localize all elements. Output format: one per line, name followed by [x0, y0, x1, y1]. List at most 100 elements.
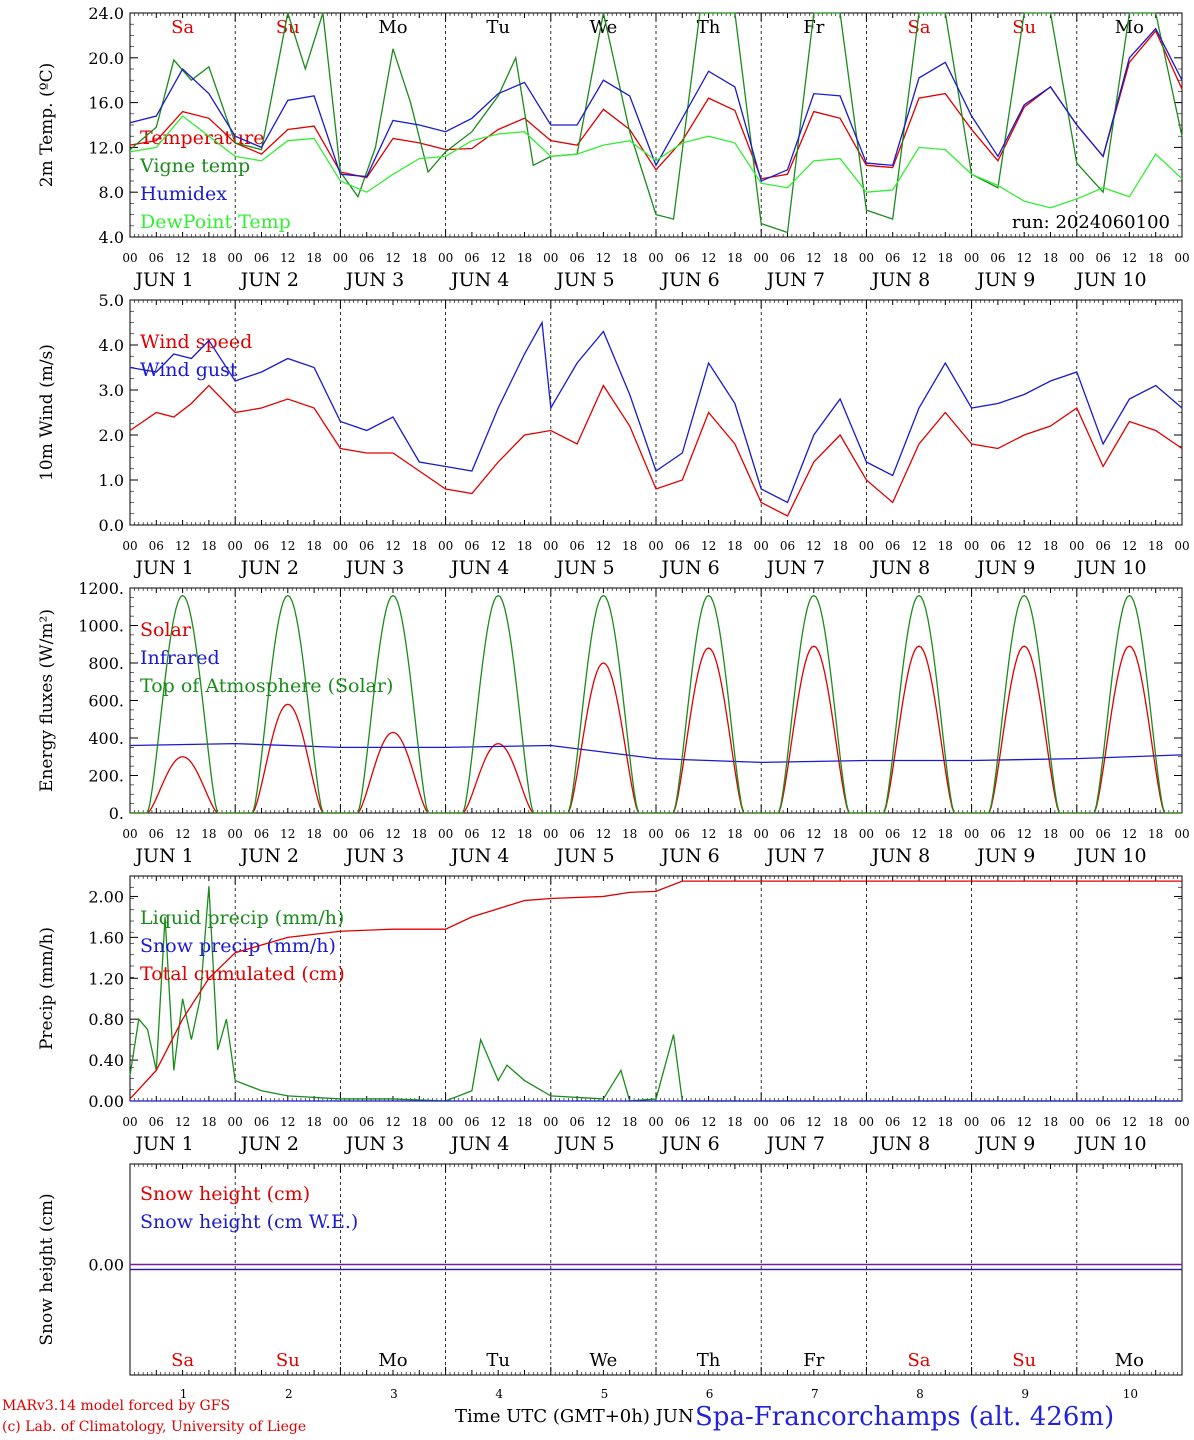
hour-tick-label: 06 [780, 251, 795, 265]
hour-tick-label: 18 [938, 827, 953, 841]
hour-tick-label: 12 [280, 1115, 295, 1129]
hour-tick-label: 00 [859, 251, 874, 265]
panel-frame [129, 12, 1183, 238]
hour-tick-label: 06 [675, 827, 690, 841]
day-number-label: 6 [706, 1387, 714, 1401]
hour-tick-label: 06 [254, 251, 269, 265]
hour-tick-label: 12 [385, 1115, 400, 1129]
hour-tick-label: 12 [701, 827, 716, 841]
date-label: JUN 8 [870, 269, 930, 291]
station-title: Spa-Francorchamps (alt. 426m) [695, 1402, 1115, 1432]
hour-tick-label: 00 [859, 827, 874, 841]
hour-tick-label: 00 [859, 1115, 874, 1129]
y-tick-label: 400. [88, 729, 124, 748]
date-label: JUN 5 [554, 845, 614, 867]
date-label: JUN 5 [554, 269, 614, 291]
y-tick-label: 5.0 [99, 291, 124, 310]
hour-tick-label: 00 [648, 539, 663, 553]
hour-tick-label: 12 [806, 827, 821, 841]
hour-tick-label: 12 [1017, 827, 1032, 841]
hour-tick-label: 00 [438, 539, 453, 553]
credit-line-2: (c) Lab. of Climatology, University of L… [2, 1419, 307, 1435]
hour-tick-label: 12 [1017, 251, 1032, 265]
panel-frame [129, 587, 1183, 814]
hour-tick-label: 12 [701, 539, 716, 553]
hour-tick-label: 12 [491, 539, 506, 553]
hour-tick-label: 00 [1174, 827, 1189, 841]
hour-tick-label: 00 [228, 539, 243, 553]
hour-tick-label: 00 [964, 539, 979, 553]
credit-line-1: MARv3.14 model forced by GFS [2, 1398, 231, 1414]
hour-tick-label: 18 [1043, 251, 1058, 265]
day-name-label: Su [276, 17, 300, 38]
date-label: JUN 3 [344, 557, 404, 579]
day-number-label: 2 [285, 1387, 293, 1401]
hour-tick-label: 18 [832, 1115, 847, 1129]
hour-tick-label: 06 [464, 1115, 479, 1129]
legend-entry: Infrared [140, 647, 220, 669]
date-label: JUN 6 [659, 1133, 719, 1155]
hour-tick-label: 06 [885, 539, 900, 553]
y-axis-label: Snow height (cm) [37, 1193, 57, 1345]
hour-tick-label: 00 [543, 827, 558, 841]
hour-tick-label: 12 [596, 1115, 611, 1129]
series-line [129, 27, 1183, 182]
y-tick-label: 0.40 [88, 1051, 124, 1070]
legend-entry: Solar [140, 619, 192, 641]
date-label: JUN 3 [344, 845, 404, 867]
date-label: JUN 7 [765, 269, 825, 291]
hour-tick-label: 06 [675, 539, 690, 553]
day-number-label: 9 [1021, 1387, 1029, 1401]
hour-tick-label: 06 [780, 539, 795, 553]
series-line [129, 384, 1183, 517]
y-axis-label: Energy fluxes (W/m²) [37, 609, 57, 792]
hour-tick-label: 18 [938, 1115, 953, 1129]
hour-tick-label: 00 [648, 1115, 663, 1129]
hour-tick-label: 12 [280, 251, 295, 265]
hour-tick-label: 18 [201, 251, 216, 265]
day-name-label: Mo [378, 1350, 407, 1371]
series-line [129, 742, 1183, 764]
hour-tick-label: 12 [1122, 827, 1137, 841]
hour-tick-label: 00 [122, 251, 137, 265]
date-label: JUN 4 [449, 269, 509, 291]
y-tick-label: 0. [109, 804, 124, 823]
hour-tick-label: 00 [1174, 539, 1189, 553]
hour-tick-label: 12 [175, 1115, 190, 1129]
hour-tick-label: 12 [911, 539, 926, 553]
y-tick-label: 1.0 [99, 471, 124, 490]
day-name-label: Fr [803, 17, 824, 38]
hour-tick-label: 12 [701, 1115, 716, 1129]
day-number-label: 8 [916, 1387, 924, 1401]
hour-tick-label: 12 [1017, 1115, 1032, 1129]
legend-entry: Liquid precip (mm/h) [140, 907, 344, 929]
hour-tick-label: 00 [1069, 1115, 1084, 1129]
y-tick-label: 16.0 [88, 94, 124, 113]
hour-tick-label: 06 [254, 827, 269, 841]
hour-tick-label: 12 [911, 251, 926, 265]
hour-tick-label: 00 [438, 251, 453, 265]
y-tick-label: 2.00 [88, 887, 124, 906]
hour-tick-label: 12 [806, 1115, 821, 1129]
day-name-label: Mo [1115, 1350, 1144, 1371]
hour-tick-label: 12 [701, 251, 716, 265]
hour-tick-label: 06 [675, 1115, 690, 1129]
day-name-label: We [590, 17, 618, 38]
y-tick-label: 2.0 [99, 426, 124, 445]
hour-tick-label: 06 [1095, 827, 1110, 841]
hour-tick-label: 12 [175, 251, 190, 265]
hour-tick-label: 12 [491, 827, 506, 841]
date-label: JUN 4 [449, 557, 509, 579]
hour-tick-label: 18 [306, 539, 321, 553]
date-label: JUN 9 [975, 269, 1035, 291]
date-label: JUN 2 [239, 1133, 299, 1155]
date-label: JUN 10 [1074, 1133, 1146, 1155]
hour-tick-label: 18 [622, 251, 637, 265]
hour-tick-label: 18 [517, 1115, 532, 1129]
hour-tick-label: 18 [622, 1115, 637, 1129]
y-tick-label: 0.0 [99, 516, 124, 535]
hour-tick-label: 06 [990, 1115, 1005, 1129]
hour-tick-label: 00 [438, 1115, 453, 1129]
hour-tick-label: 18 [1148, 827, 1163, 841]
